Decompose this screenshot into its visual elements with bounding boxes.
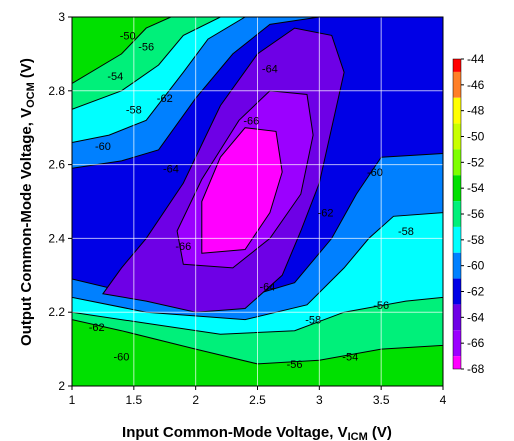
contour-label-1: -56 xyxy=(138,42,154,54)
colorbar-label-5: -54 xyxy=(467,181,485,195)
colorbar-label-10: -64 xyxy=(467,310,485,324)
colorbar-swatch-9 xyxy=(453,278,461,305)
contour-label-0: -50 xyxy=(120,30,136,42)
colorbar-swatch-7 xyxy=(453,226,461,253)
plot-area xyxy=(71,16,444,387)
colorbar-swatch-12 xyxy=(453,356,461,369)
colorbar-label-6: -56 xyxy=(467,207,485,221)
contour-label-18: -56 xyxy=(287,359,303,371)
contour-label-9: -66 xyxy=(175,241,191,253)
colorbar-swatch-4 xyxy=(453,149,461,176)
y-axis-ticks: 2 2.2 2.4 2.6 2.8 3 xyxy=(48,10,72,393)
colorbar-swatch-6 xyxy=(453,201,461,227)
x-tick-label-0: 1 xyxy=(69,393,76,407)
colorbar-frame xyxy=(452,58,462,370)
contour-label-11: -60 xyxy=(367,167,383,179)
colorbar-swatch-0 xyxy=(453,59,461,72)
colorbar-swatch-11 xyxy=(453,330,461,357)
contour-label-2: -54 xyxy=(107,71,123,83)
contour-label-10: -62 xyxy=(318,208,334,220)
x-axis-ticks: 1 1.5 2 2.5 3 3.5 4 xyxy=(69,386,447,407)
contour-label-4: -60 xyxy=(95,141,111,153)
colorbar-swatch-8 xyxy=(453,252,461,279)
colorbar-swatch-10 xyxy=(453,304,461,331)
contour-label-5: -62 xyxy=(157,93,173,105)
colorbar-swatch-5 xyxy=(453,175,461,202)
x-tick-label-2: 2 xyxy=(192,393,199,407)
colorbar-label-1: -46 xyxy=(467,78,485,92)
x-tick-label-1: 1.5 xyxy=(125,393,142,407)
x-axis-label: Input Common-Mode Voltage, VICM (V) xyxy=(122,424,392,441)
contour-label-16: -56 xyxy=(373,300,389,312)
y-axis-label: Output Common-Mode Voltage, VOCM (V) xyxy=(18,58,37,346)
colorbar-label-7: -58 xyxy=(467,233,485,247)
contour-label-6: -64 xyxy=(262,64,278,76)
y-tick-label-3: 2.6 xyxy=(48,158,65,172)
y-tick-label-2: 2.4 xyxy=(48,231,65,245)
colorbar-label-4: -52 xyxy=(467,155,485,169)
colorbar-label-8: -60 xyxy=(467,259,485,273)
x-tick-label-3: 2.5 xyxy=(249,393,266,407)
contour-label-14: -62 xyxy=(89,322,105,334)
colorbar-label-11: -66 xyxy=(467,336,485,350)
y-tick-label-0: 2 xyxy=(58,379,65,393)
x-tick-label-4: 3 xyxy=(316,393,323,407)
x-tick-label-6: 4 xyxy=(440,393,447,407)
contour-label-15: -58 xyxy=(305,315,321,327)
colorbar-label-2: -48 xyxy=(467,104,485,118)
y-tick-label-1: 2.2 xyxy=(48,305,65,319)
y-tick-label-5: 3 xyxy=(58,10,65,24)
contour-region-7 xyxy=(201,127,283,254)
contour-label-3: -58 xyxy=(126,104,142,116)
contour-labels: -50-56-54-58-60-62-64-66-64-66-62-60-58-… xyxy=(89,30,414,370)
colorbar-label-3: -50 xyxy=(467,130,485,144)
colorbar-legend: -44 -46 -48 -50 -52 -54 -56 -58 -60 -62 -64 -66 -68 xyxy=(452,52,485,376)
contour-label-17: -60 xyxy=(114,351,130,363)
colorbar-label-0: -44 xyxy=(467,52,485,66)
colorbar-swatch-1 xyxy=(453,71,461,98)
x-tick-label-5: 3.5 xyxy=(373,393,390,407)
contour-label-12: -58 xyxy=(398,226,414,238)
contour-label-13: -64 xyxy=(259,281,275,293)
colorbar-swatch-2 xyxy=(453,97,461,124)
contour-label-19: -54 xyxy=(342,351,358,363)
colorbar-swatch-3 xyxy=(453,123,461,150)
colorbar-label-9: -62 xyxy=(467,285,485,299)
colorbar-label-12: -68 xyxy=(467,362,485,376)
contour-label-7: -66 xyxy=(243,115,259,127)
contour-label-8: -64 xyxy=(163,163,179,175)
y-tick-label-4: 2.8 xyxy=(48,84,65,98)
